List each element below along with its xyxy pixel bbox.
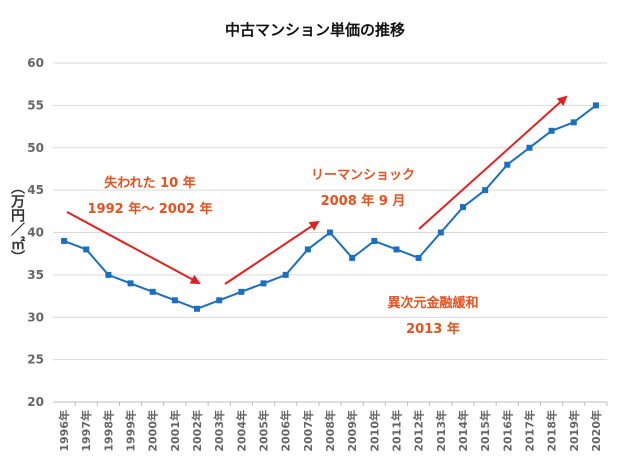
x-tick-label: 2000年 bbox=[146, 410, 160, 452]
x-tick-label: 2004年 bbox=[234, 410, 248, 452]
annotations: 失われた 10 年 1992 年～ 2002 年 リーマンショック 2008 年 9 … bbox=[88, 168, 479, 337]
x-tick-label: 1999年 bbox=[124, 410, 138, 452]
y-tick-label: 35 bbox=[27, 268, 44, 282]
trend-arrow bbox=[418, 95, 568, 230]
x-tick-label: 2011年 bbox=[389, 410, 403, 452]
data-point bbox=[548, 127, 555, 134]
x-tick-label: 1997年 bbox=[79, 410, 93, 452]
x-tick-label: 2002年 bbox=[190, 410, 204, 452]
x-tick-label: 2014年 bbox=[456, 410, 470, 452]
y-tick-label: 30 bbox=[27, 310, 44, 324]
series-line bbox=[61, 102, 599, 312]
annotation-text: 失われた 10 年 bbox=[104, 175, 196, 191]
x-tick-label: 2009年 bbox=[345, 410, 359, 452]
x-tick-label: 2010年 bbox=[367, 410, 381, 452]
x-tick-label: 1996年 bbox=[57, 410, 71, 452]
data-point bbox=[282, 271, 289, 278]
data-point bbox=[349, 254, 356, 261]
y-axis-ticks: 20 25 30 35 40 45 50 55 60 bbox=[27, 56, 44, 409]
data-point bbox=[238, 288, 245, 295]
data-point bbox=[171, 297, 178, 304]
data-point bbox=[393, 246, 400, 253]
x-tick-label: 2008年 bbox=[323, 410, 337, 452]
x-tick-label: 2016年 bbox=[500, 410, 514, 452]
trend-arrow bbox=[224, 220, 320, 285]
data-point bbox=[459, 204, 466, 211]
x-tick-label: 2006年 bbox=[279, 410, 293, 452]
x-tick-label: 2012年 bbox=[412, 410, 426, 452]
data-point bbox=[304, 246, 311, 253]
chart-title: 中古マンション単価の推移 bbox=[225, 21, 405, 39]
data-point bbox=[415, 254, 422, 261]
data-point bbox=[127, 280, 134, 287]
data-point bbox=[260, 280, 267, 287]
data-point bbox=[216, 297, 223, 304]
y-tick-label: 40 bbox=[27, 226, 44, 240]
data-point bbox=[437, 229, 444, 236]
x-tick-label: 2017年 bbox=[522, 410, 536, 452]
y-tick-label: 50 bbox=[27, 141, 44, 155]
annotation-text: 異次元金融緩和 bbox=[387, 295, 478, 311]
data-point bbox=[371, 237, 378, 244]
data-point bbox=[592, 102, 599, 109]
data-point bbox=[149, 288, 156, 295]
y-axis-label: （万円／㎡） bbox=[9, 180, 26, 264]
y-tick-label: 60 bbox=[27, 56, 44, 70]
x-tick-label: 2018年 bbox=[545, 410, 559, 452]
y-tick-label: 20 bbox=[27, 395, 44, 409]
x-axis-ticks: 1996年 1997年 1998年 1999年 2000年 2001年 2002年 2003年… bbox=[57, 402, 608, 452]
x-tick-label: 2020年 bbox=[589, 410, 603, 452]
y-tick-label: 55 bbox=[27, 98, 44, 112]
x-tick-label: 2001年 bbox=[168, 410, 182, 452]
data-point bbox=[83, 246, 90, 253]
annotation-text: 1992 年～ 2002 年 bbox=[88, 201, 213, 217]
x-tick-label: 2019年 bbox=[567, 410, 581, 452]
x-tick-label: 2013年 bbox=[434, 410, 448, 452]
data-point bbox=[504, 161, 511, 168]
x-tick-label: 2005年 bbox=[257, 410, 271, 452]
y-tick-label: 45 bbox=[27, 183, 44, 197]
x-tick-label: 1998年 bbox=[101, 410, 115, 452]
x-tick-label: 2003年 bbox=[212, 410, 226, 452]
y-tick-label: 25 bbox=[27, 353, 44, 367]
annotation-text: 2013 年 bbox=[406, 321, 460, 337]
data-point bbox=[105, 271, 112, 278]
data-point bbox=[194, 305, 201, 312]
trend-arrow bbox=[66, 211, 201, 284]
annotation-arrows bbox=[66, 95, 568, 285]
data-point bbox=[482, 187, 489, 194]
annotation-text: 2008 年 9 月 bbox=[321, 193, 406, 209]
data-point bbox=[570, 119, 577, 126]
data-point bbox=[526, 144, 533, 151]
x-tick-label: 2007年 bbox=[301, 410, 315, 452]
data-point bbox=[327, 229, 333, 236]
annotation-text: リーマンショック bbox=[311, 168, 415, 183]
data-point bbox=[61, 237, 68, 244]
x-tick-label: 2015年 bbox=[478, 410, 492, 452]
